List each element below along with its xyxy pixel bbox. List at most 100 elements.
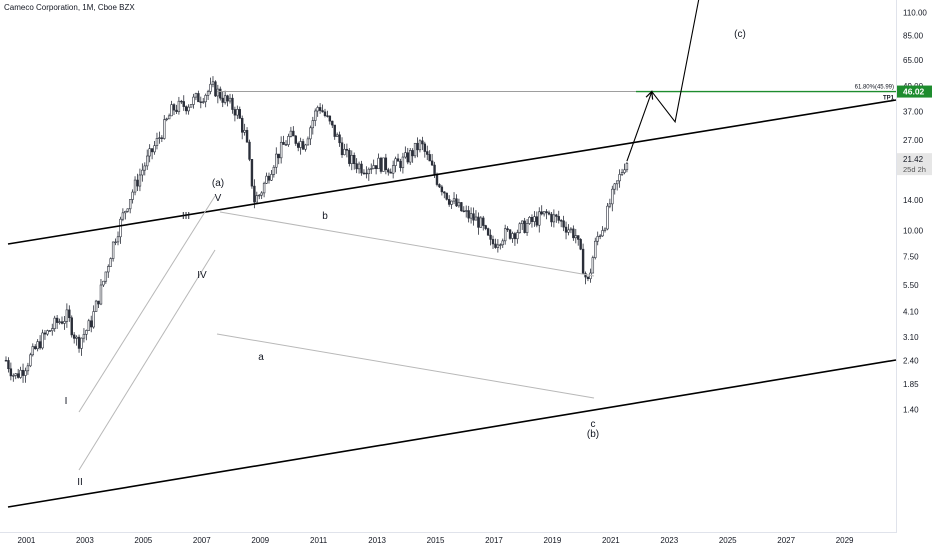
candle-body — [21, 369, 25, 376]
candle-body — [72, 334, 76, 339]
candle-body — [194, 93, 198, 98]
candle-body — [323, 111, 327, 117]
projection-path[interactable] — [626, 0, 728, 162]
candle-body — [175, 109, 178, 113]
candle-body — [219, 88, 222, 99]
candle-body — [248, 141, 251, 160]
lower-trendline[interactable] — [7, 359, 897, 508]
price-axis[interactable]: 640.00400.00360.00260.00200.00150.00110.… — [897, 0, 932, 414]
fib-label: 61.80%(45.99) — [855, 85, 894, 91]
candle-body — [216, 88, 220, 97]
candle-body — [9, 368, 13, 377]
candle-body — [58, 321, 61, 323]
candle-body — [31, 346, 34, 356]
candle-body — [569, 228, 573, 231]
candle-body — [523, 220, 526, 233]
candle-body — [150, 148, 154, 153]
candle-body — [114, 241, 117, 244]
candle-body — [552, 214, 556, 223]
candle-body — [197, 93, 200, 103]
candle-body — [501, 240, 504, 246]
candle-body — [406, 152, 409, 163]
correction-channel-lower[interactable] — [216, 333, 595, 399]
candle-body — [131, 191, 134, 200]
wave-label-b: b — [322, 211, 328, 222]
candle-body — [581, 248, 585, 274]
arrow-head-tp1 — [645, 90, 654, 100]
correction-channel-upper[interactable] — [219, 211, 595, 277]
candle-body — [340, 142, 344, 156]
candle-body — [223, 95, 227, 103]
current-price-label: 21.42 — [903, 155, 924, 164]
candle-body — [243, 130, 246, 133]
candle-body — [418, 140, 422, 151]
candle-body — [124, 210, 127, 214]
candle-body — [533, 216, 536, 222]
candle-body — [214, 81, 217, 97]
candle-body — [160, 137, 164, 139]
candle-body — [12, 375, 15, 377]
candle-body — [126, 208, 129, 212]
price-tick-label: 2.40 — [903, 356, 919, 365]
candle-body — [260, 192, 263, 196]
candle-body — [447, 199, 451, 205]
candle-body — [513, 233, 517, 240]
impulse-channel-upper[interactable] — [78, 195, 216, 413]
wave-label-c-paren: (c) — [734, 29, 746, 40]
candle-body — [292, 130, 295, 137]
candle-body — [75, 336, 78, 339]
candle-body — [41, 332, 44, 349]
price-tick-label: 85.00 — [903, 32, 924, 41]
price-tick-label: 4.10 — [903, 308, 919, 317]
candles-group — [4, 76, 629, 383]
candle-body — [455, 198, 458, 207]
candle-body — [121, 212, 125, 220]
candle-body — [158, 137, 161, 139]
candle-body — [153, 145, 156, 153]
candle-body — [43, 332, 47, 335]
candle-body — [85, 330, 88, 335]
wave-label-a: a — [258, 352, 264, 363]
candle-body — [357, 163, 361, 170]
candle-body — [433, 164, 436, 176]
wave-label-ii: II — [77, 477, 83, 488]
chart-title: Cameco Corporation, 1M, Cboe BZX — [4, 3, 135, 12]
candle-body — [316, 107, 319, 112]
candle-body — [60, 321, 64, 324]
time-axis[interactable]: 2001 2003 2005 2007 2009 2011 2013 2015 2017 2019… — [18, 536, 855, 545]
candle-body — [141, 169, 144, 176]
time-tick-label: 2005 — [134, 536, 152, 545]
candle-body — [328, 115, 332, 122]
candle-body — [559, 220, 563, 222]
time-tick-label: 2029 — [836, 536, 854, 545]
candle-body — [228, 97, 232, 102]
candle-body — [279, 141, 283, 159]
candle-body — [189, 104, 193, 108]
candle-body — [426, 151, 429, 155]
current-price-tag[interactable] — [897, 153, 932, 176]
wave-label-iv: IV — [197, 270, 207, 281]
candle-body — [413, 142, 417, 157]
impulse-channel-lower[interactable] — [78, 249, 216, 471]
candle-body — [250, 159, 254, 187]
candle-body — [14, 373, 17, 376]
candle-body — [314, 110, 317, 121]
candle-body — [65, 309, 69, 322]
candle-body — [7, 360, 10, 370]
candle-body — [574, 235, 577, 239]
candle-body — [226, 95, 229, 102]
candle-body — [462, 210, 465, 212]
candle-body — [102, 280, 105, 286]
candle-body — [477, 216, 480, 228]
candle-body — [467, 210, 470, 219]
candle-body — [443, 191, 446, 194]
upper-trendline[interactable] — [7, 99, 897, 245]
candle-body — [82, 333, 86, 339]
candle-body — [284, 144, 288, 146]
candle-body — [270, 174, 273, 181]
candle-body — [80, 337, 83, 349]
candle-body — [26, 365, 30, 372]
target-price-tag[interactable] — [897, 85, 932, 98]
